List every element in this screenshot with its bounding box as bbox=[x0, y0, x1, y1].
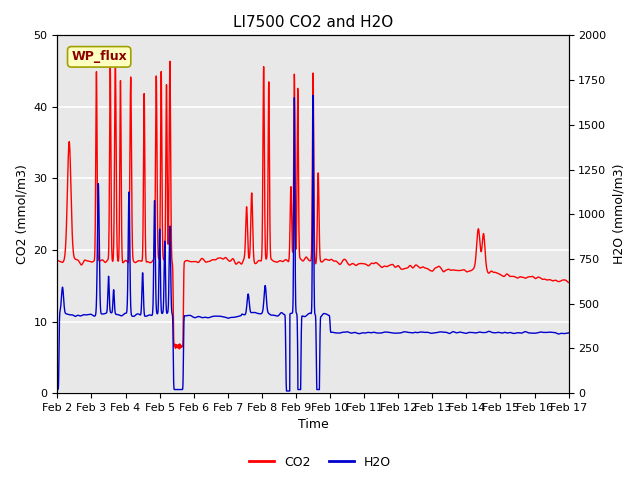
H2O bbox=[555, 331, 563, 337]
CO2 bbox=[175, 346, 183, 352]
CO2 bbox=[564, 279, 572, 285]
Title: LI7500 CO2 and H2O: LI7500 CO2 and H2O bbox=[233, 15, 393, 30]
H2O bbox=[54, 387, 61, 393]
H2O bbox=[272, 313, 280, 319]
Legend: CO2, H2O: CO2, H2O bbox=[244, 451, 396, 474]
H2O bbox=[500, 330, 508, 336]
H2O bbox=[309, 93, 317, 98]
H2O bbox=[112, 311, 120, 317]
CO2 bbox=[166, 59, 173, 64]
H2O bbox=[250, 310, 257, 315]
H2O bbox=[564, 330, 572, 336]
Line: H2O: H2O bbox=[58, 96, 568, 391]
Y-axis label: CO2 (mmol/m3): CO2 (mmol/m3) bbox=[15, 164, 28, 264]
Text: WP_flux: WP_flux bbox=[71, 50, 127, 63]
Y-axis label: H2O (mmol/m3): H2O (mmol/m3) bbox=[612, 164, 625, 264]
CO2 bbox=[54, 258, 61, 264]
Line: CO2: CO2 bbox=[58, 61, 568, 349]
CO2 bbox=[500, 274, 508, 279]
H2O bbox=[283, 388, 291, 394]
CO2 bbox=[142, 257, 150, 263]
X-axis label: Time: Time bbox=[298, 419, 328, 432]
H2O bbox=[142, 313, 150, 319]
CO2 bbox=[112, 80, 120, 85]
CO2 bbox=[250, 254, 258, 260]
CO2 bbox=[272, 259, 280, 265]
CO2 bbox=[555, 279, 563, 285]
